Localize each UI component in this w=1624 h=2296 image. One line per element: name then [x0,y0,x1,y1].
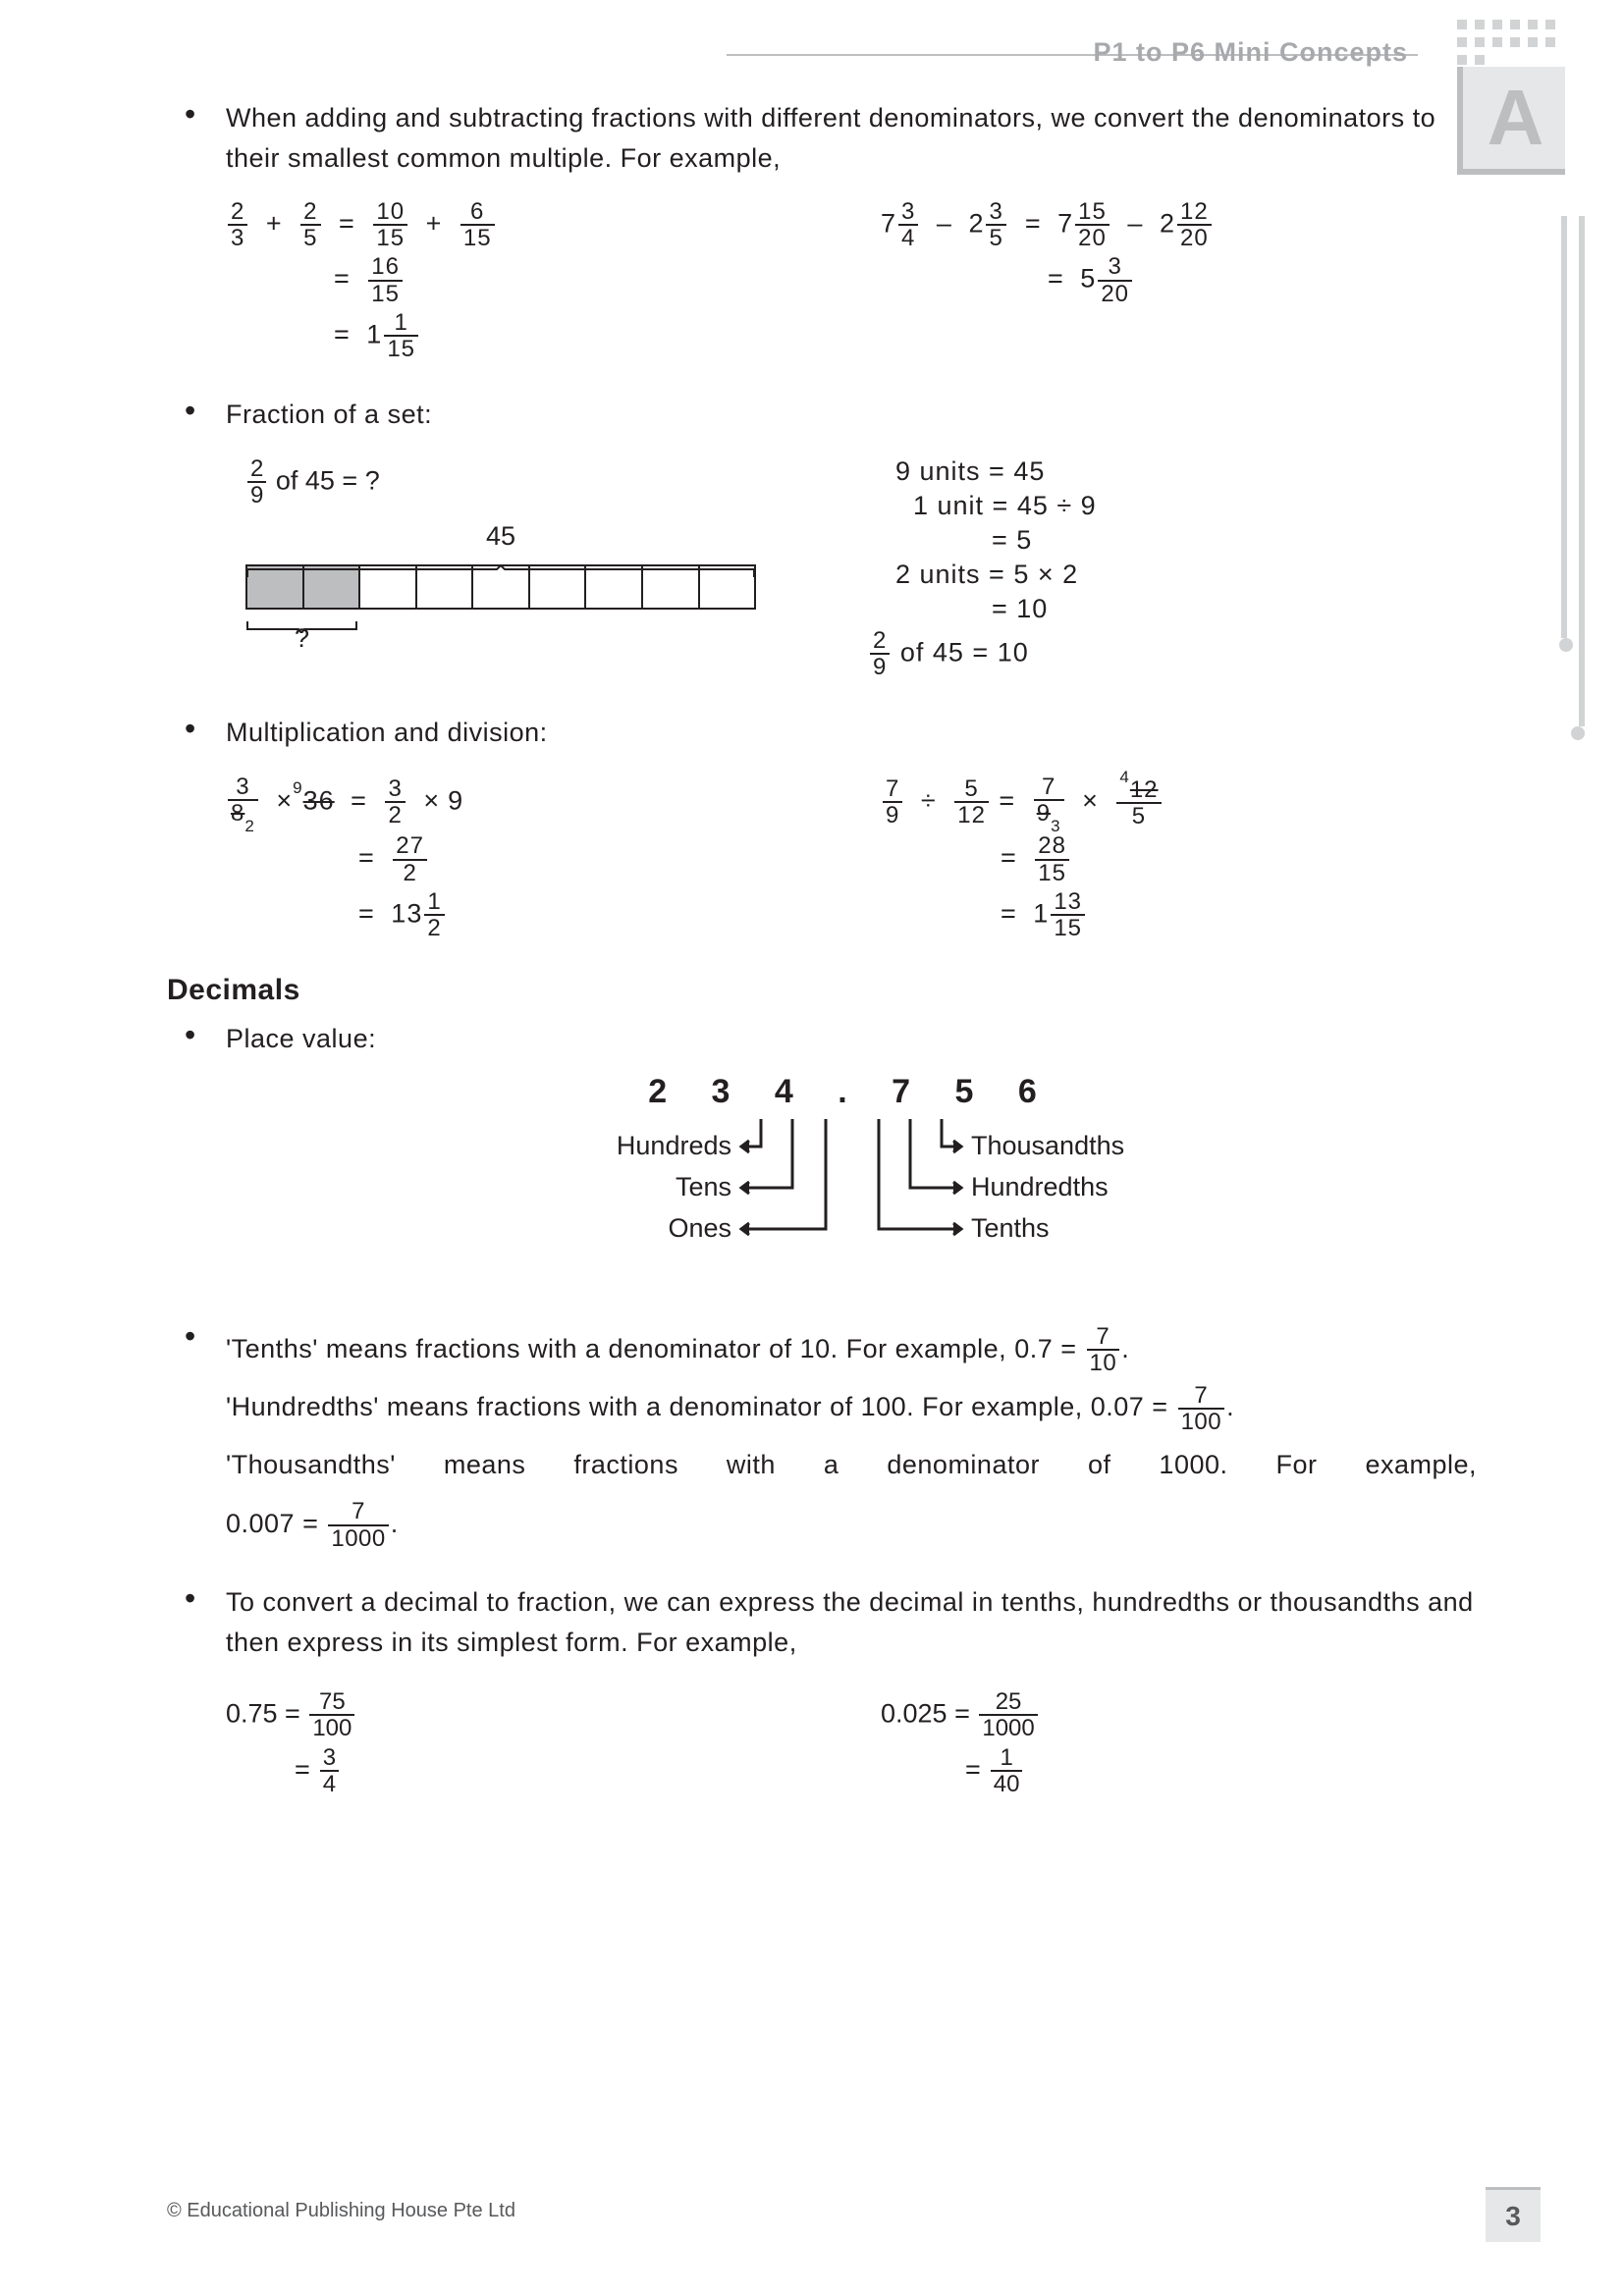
circuit-line [1561,216,1567,638]
place-value-diagram: 2 3 4 . 7 5 6 Hundreds Tens Ones Thousan… [508,1073,1195,1291]
page-number: 3 [1486,2187,1541,2242]
bullet-mult-div: Multiplication and division: 382 ×936 = … [167,713,1477,944]
eq-add-fractions: 23 + 25 = 1015 + 615 = 1615 = 1115 [226,195,822,365]
circuit-dots [1457,20,1565,59]
bullet-place-value: Place value: 2 3 4 . 7 5 6 Hundreds Tens… [167,1019,1477,1291]
tenths-line: 'Tenths' means fractions with a denomina… [226,1320,1477,1378]
bullet3-label: Multiplication and division: [226,713,1477,753]
eq-0.75: 0.75 = 75100 =34 [226,1685,822,1800]
eq-0.025: 0.025 = 251000 =140 [881,1685,1477,1800]
hundredths-line: 'Hundredths' means fractions with a deno… [226,1378,1477,1436]
eq-mult: 382 ×936 = 32 ×9 = 272 = 1312 [226,771,822,945]
circuit-node [1559,638,1573,652]
bullet4-label: Place value: [226,1019,1477,1059]
pv-thousandths: Thousandths [971,1131,1124,1160]
pv-arrows: Hundreds Tens Ones Thousandths Hundredth… [508,1117,1195,1284]
pv-tens: Tens [676,1172,731,1201]
bullet-decimal-to-fraction: To convert a decimal to fraction, we can… [167,1582,1477,1800]
fraction-of-set-q: 29 of 45 = ? [226,456,807,507]
eq-sub-mixed: 734 – 235 = 71520 – 21220 = 5320 [881,195,1477,365]
pv-tenths: Tenths [971,1213,1050,1243]
header-title: P1 to P6 Mini Concepts [1093,37,1408,68]
bullet-fractions-add-sub: When adding and subtracting fractions wi… [167,98,1477,365]
bullet2-label: Fraction of a set: [226,395,1477,435]
thousandths-line-2: 0.007 = 71000. [226,1495,1477,1553]
bullet1-text: When adding and subtracting fractions wi… [226,98,1477,178]
pv-number: 2 3 4 . 7 5 6 [508,1073,1195,1111]
pv-hundredths: Hundredths [971,1172,1109,1201]
heading-decimals: Decimals [108,974,1477,1007]
circuit-line [1579,216,1585,726]
pv-ones: Ones [668,1213,731,1243]
thousandths-line-1: 'Thousandths' means fractions with a den… [226,1436,1477,1494]
bullet-fraction-of-set: Fraction of a set: 29 of 45 = ? 45 [167,395,1477,683]
fraction-of-set-work: 9 units = 45 1 unit = 45 ÷ 9 = 5 2 units… [866,453,1477,683]
bar-top-label: 45 [245,521,756,552]
bullet-decimal-meaning: 'Tenths' means fractions with a denomina… [167,1320,1477,1554]
pv-hundreds: Hundreds [617,1131,731,1160]
bullet6-text: To convert a decimal to fraction, we can… [226,1582,1477,1662]
eq-div: 79 ÷ 512 = 793 × 4125 = 2815 = 11315 [881,771,1477,945]
circuit-node [1571,726,1585,740]
bar-model: 45 ? [245,525,756,649]
footer-copyright: © Educational Publishing House Pte Ltd [167,2200,515,2222]
